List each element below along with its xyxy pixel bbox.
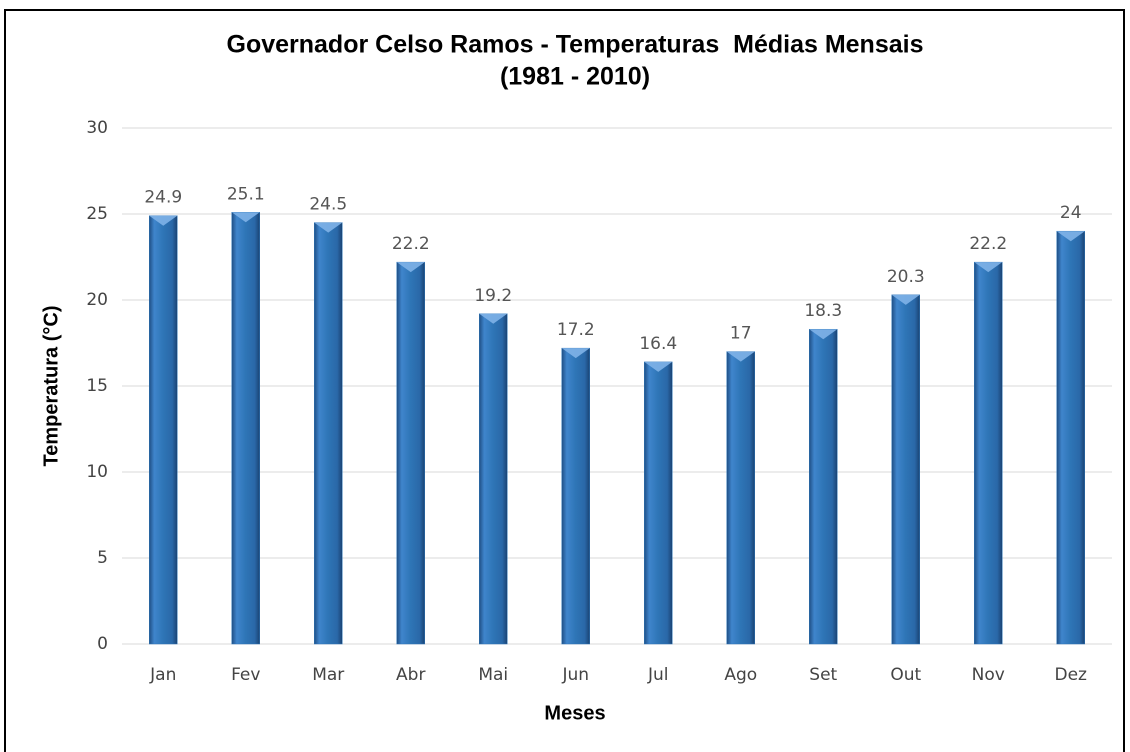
data-label: 17.2 [557, 320, 595, 340]
data-label: 16.4 [639, 334, 677, 354]
bar [231, 212, 260, 645]
y-axis-label: Temperatura (°C) [40, 306, 62, 467]
x-tick-label: Mai [478, 665, 508, 685]
y-tick-label: 0 [97, 634, 108, 654]
data-label: 25.1 [227, 184, 265, 204]
data-label: 22.2 [969, 234, 1007, 254]
bar [149, 215, 178, 645]
y-tick-label: 10 [86, 462, 108, 482]
bar-bevel [974, 262, 1003, 273]
bar-bevel [149, 215, 178, 226]
chart-title: Governador Celso Ramos - Temperaturas Mé… [227, 31, 924, 59]
data-label: 18.3 [804, 301, 842, 321]
x-axis-label: Meses [544, 702, 605, 724]
bar-bevel [809, 329, 838, 340]
bar-bevel [231, 212, 260, 223]
x-tick-label: Set [809, 665, 837, 685]
data-label: 24.5 [309, 195, 347, 215]
x-tick-label: Jul [647, 665, 669, 685]
bar-bevel [396, 262, 425, 273]
y-tick-label: 30 [86, 118, 108, 138]
data-label: 24.9 [144, 188, 182, 208]
data-label: 19.2 [474, 286, 512, 306]
bar [396, 261, 425, 645]
x-tick-label: Jan [149, 665, 176, 685]
bar [561, 347, 590, 645]
bar-bevel [726, 351, 755, 362]
x-tick-label: Nov [972, 665, 1005, 685]
data-label: 17 [730, 324, 752, 344]
x-tick-label: Ago [724, 665, 757, 685]
bar-bevel [561, 348, 590, 359]
x-tick-label: Abr [396, 665, 425, 685]
bar [974, 261, 1003, 645]
x-tick-label: Dez [1055, 665, 1088, 685]
bar [1056, 230, 1085, 645]
bar [479, 313, 508, 645]
bar-bevel [891, 294, 920, 305]
x-tick-label: Jun [561, 665, 589, 685]
bar [644, 361, 673, 645]
x-tick-label: Fev [231, 665, 260, 685]
y-tick-label: 5 [97, 548, 108, 568]
bar [891, 294, 920, 645]
y-tick-label: 25 [86, 204, 108, 224]
x-tick-label: Out [890, 665, 921, 685]
bar [809, 328, 838, 645]
bar-bevel [644, 361, 673, 372]
data-label: 22.2 [392, 234, 430, 254]
chart-subtitle: (1981 - 2010) [500, 63, 650, 91]
bar-bevel [1056, 231, 1085, 242]
bar-bevel [314, 222, 343, 233]
data-label: 20.3 [887, 267, 925, 287]
y-tick-label: 20 [86, 290, 108, 310]
bar [726, 351, 755, 645]
bar [314, 222, 343, 645]
y-tick-label: 15 [86, 376, 108, 396]
data-label: 24 [1060, 203, 1082, 223]
x-tick-label: Mar [312, 665, 344, 685]
bar-bevel [479, 313, 508, 324]
